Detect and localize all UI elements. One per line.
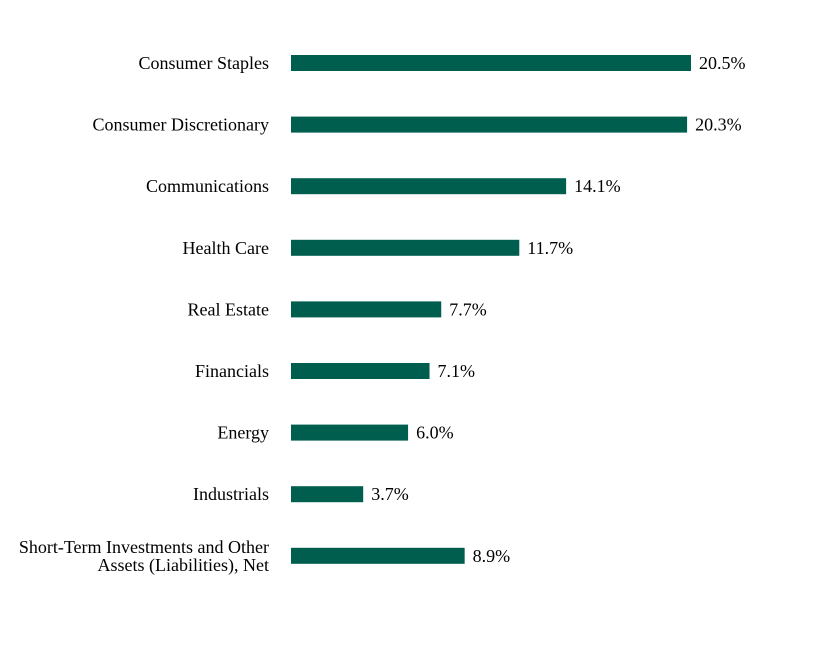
bar bbox=[291, 547, 465, 564]
bar bbox=[291, 363, 430, 379]
category-label-line: Consumer Staples bbox=[139, 53, 270, 73]
category-label-line: Health Care bbox=[183, 238, 269, 258]
data-label: 6.0% bbox=[416, 423, 454, 443]
category-label-line: Industrials bbox=[193, 484, 269, 504]
category-label: Energy bbox=[217, 423, 269, 443]
bar bbox=[291, 116, 688, 133]
data-label: 7.1% bbox=[438, 361, 476, 381]
data-label: 8.9% bbox=[473, 546, 511, 566]
category-label: Short-Term Investments and Other Assets (… bbox=[19, 537, 269, 576]
category-label: Real Estate bbox=[188, 299, 269, 319]
category-label: Communications bbox=[146, 176, 269, 196]
category-label-line: Energy bbox=[217, 423, 269, 443]
category-label: Consumer Staples bbox=[139, 53, 270, 73]
category-label-line: Assets (Liabilities), Net bbox=[98, 555, 269, 576]
category-label-line: Consumer Discretionary bbox=[93, 115, 269, 135]
category-label-line: Communications bbox=[146, 176, 269, 196]
category-label: Consumer Discretionary bbox=[93, 115, 269, 135]
data-label: 20.3% bbox=[695, 115, 742, 135]
category-label: Financials bbox=[195, 361, 269, 381]
bar bbox=[291, 301, 442, 318]
bar bbox=[291, 486, 364, 503]
data-label: 7.7% bbox=[449, 299, 487, 319]
bar bbox=[291, 239, 520, 256]
data-label: 14.1% bbox=[574, 176, 621, 196]
category-label: Industrials bbox=[193, 484, 269, 504]
category-label: Health Care bbox=[183, 238, 269, 258]
bar bbox=[291, 178, 567, 195]
data-label: 3.7% bbox=[371, 484, 409, 504]
category-label-line: Short-Term Investments and Other bbox=[19, 537, 269, 557]
category-label-line: Real Estate bbox=[188, 299, 269, 319]
category-label-line: Financials bbox=[195, 361, 269, 381]
bar bbox=[291, 424, 409, 441]
data-label: 20.5% bbox=[699, 53, 746, 73]
bar bbox=[291, 55, 691, 71]
data-label: 11.7% bbox=[527, 238, 573, 258]
